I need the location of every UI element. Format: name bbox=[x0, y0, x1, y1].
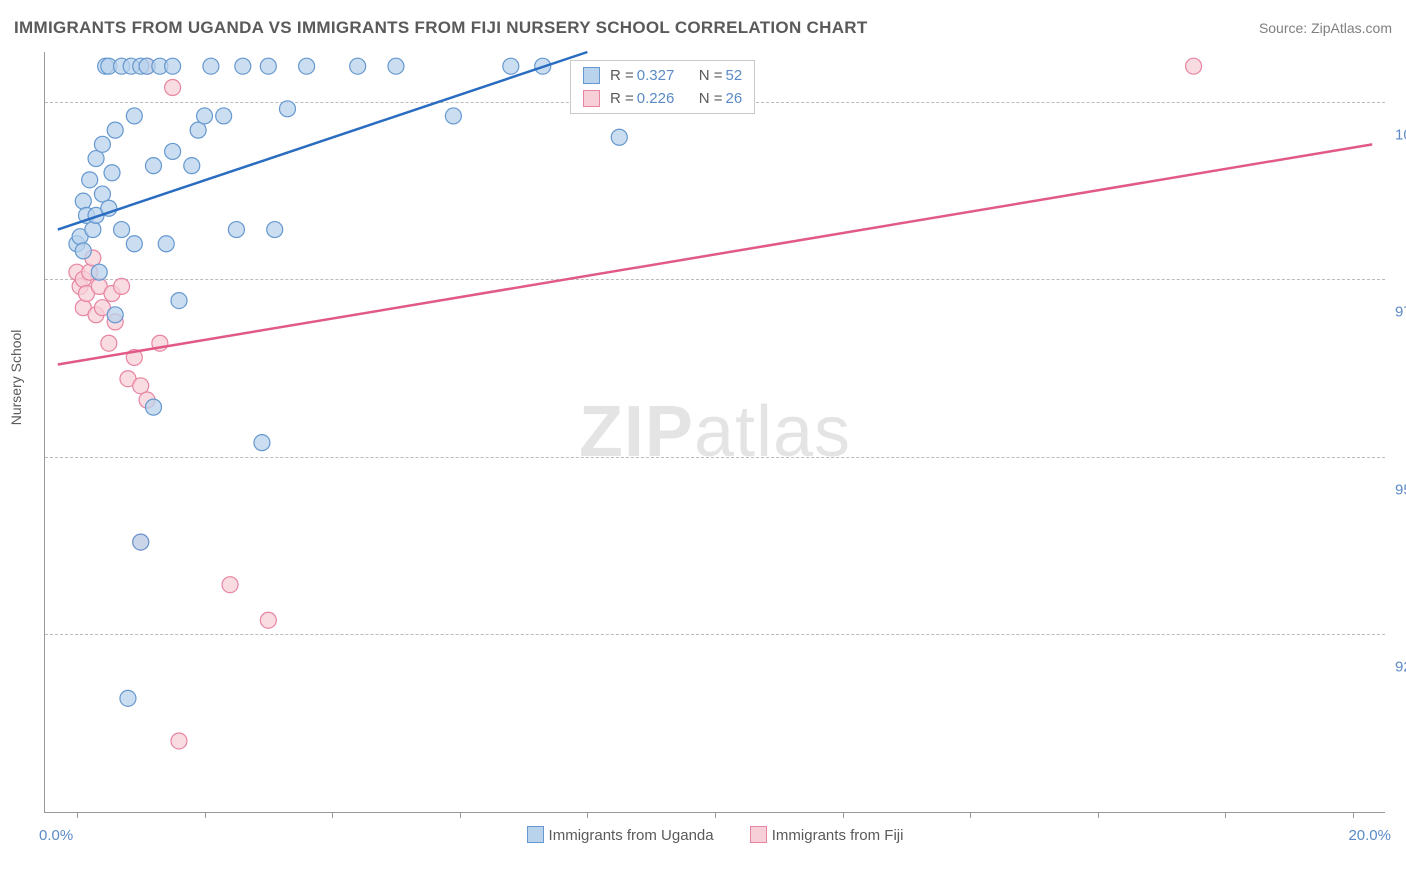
y-tick-label: 100.0% bbox=[1387, 126, 1406, 143]
chart-title: IMMIGRANTS FROM UGANDA VS IMMIGRANTS FRO… bbox=[14, 18, 868, 38]
stat-row-uganda: R = 0.327N = 52 bbox=[571, 64, 754, 87]
trend-line-uganda bbox=[58, 52, 588, 230]
data-point-uganda bbox=[388, 58, 404, 74]
data-point-uganda bbox=[107, 307, 123, 323]
data-point-uganda bbox=[279, 101, 295, 117]
plot-area: 100.0%97.5%95.0%92.5% ZIPatlas R = 0.327… bbox=[44, 52, 1385, 813]
data-point-uganda bbox=[184, 158, 200, 174]
data-point-uganda bbox=[75, 193, 91, 209]
data-point-uganda bbox=[85, 222, 101, 238]
y-tick-label: 97.5% bbox=[1387, 304, 1406, 321]
x-tick bbox=[1098, 812, 1099, 818]
data-point-uganda bbox=[503, 58, 519, 74]
scatter-svg bbox=[45, 52, 1385, 812]
y-tick-label: 92.5% bbox=[1387, 659, 1406, 676]
data-point-uganda bbox=[104, 165, 120, 181]
data-point-uganda bbox=[145, 158, 161, 174]
data-point-uganda bbox=[228, 222, 244, 238]
y-axis-title: Nursery School bbox=[8, 330, 24, 426]
data-point-uganda bbox=[88, 151, 104, 167]
data-point-fiji bbox=[114, 278, 130, 294]
data-point-uganda bbox=[94, 186, 110, 202]
data-point-uganda bbox=[94, 136, 110, 152]
data-point-uganda bbox=[126, 108, 142, 124]
data-point-uganda bbox=[114, 222, 130, 238]
data-point-uganda bbox=[350, 58, 366, 74]
data-point-uganda bbox=[107, 122, 123, 138]
data-point-uganda bbox=[165, 58, 181, 74]
data-point-uganda bbox=[197, 108, 213, 124]
data-point-uganda bbox=[235, 58, 251, 74]
correlation-legend: R = 0.327N = 52R = 0.226N = 26 bbox=[570, 60, 755, 114]
data-point-uganda bbox=[445, 108, 461, 124]
data-point-fiji bbox=[222, 577, 238, 593]
legend-item-uganda: Immigrants from Uganda bbox=[527, 827, 718, 844]
bottom-legend: Immigrants from Uganda Immigrants from F… bbox=[45, 826, 1385, 844]
trend-line-fiji bbox=[58, 144, 1372, 364]
data-point-fiji bbox=[101, 335, 117, 351]
data-point-uganda bbox=[611, 129, 627, 145]
legend-swatch-fiji bbox=[750, 826, 767, 843]
data-point-uganda bbox=[254, 435, 270, 451]
data-point-uganda bbox=[190, 122, 206, 138]
stat-swatch bbox=[583, 90, 600, 107]
data-point-uganda bbox=[120, 690, 136, 706]
stat-swatch bbox=[583, 67, 600, 84]
data-point-fiji bbox=[1186, 58, 1202, 74]
data-point-uganda bbox=[82, 172, 98, 188]
y-tick-label: 95.0% bbox=[1387, 481, 1406, 498]
data-point-uganda bbox=[145, 399, 161, 415]
data-point-uganda bbox=[216, 108, 232, 124]
data-point-fiji bbox=[260, 612, 276, 628]
data-point-uganda bbox=[299, 58, 315, 74]
data-point-uganda bbox=[165, 143, 181, 159]
x-tick bbox=[715, 812, 716, 818]
x-tick bbox=[843, 812, 844, 818]
x-tick bbox=[970, 812, 971, 818]
legend-item-fiji: Immigrants from Fiji bbox=[750, 827, 904, 844]
data-point-uganda bbox=[126, 236, 142, 252]
data-point-uganda bbox=[203, 58, 219, 74]
data-point-fiji bbox=[165, 80, 181, 96]
data-point-uganda bbox=[158, 236, 174, 252]
x-tick bbox=[1353, 812, 1354, 818]
stat-row-fiji: R = 0.226N = 26 bbox=[571, 87, 754, 110]
x-tick bbox=[332, 812, 333, 818]
data-point-uganda bbox=[133, 534, 149, 550]
data-point-uganda bbox=[91, 264, 107, 280]
x-tick bbox=[587, 812, 588, 818]
x-tick bbox=[205, 812, 206, 818]
data-point-uganda bbox=[75, 243, 91, 259]
x-tick bbox=[1225, 812, 1226, 818]
x-tick bbox=[460, 812, 461, 818]
data-point-uganda bbox=[171, 293, 187, 309]
legend-swatch-uganda bbox=[527, 826, 544, 843]
data-point-uganda bbox=[260, 58, 276, 74]
source-label: Source: ZipAtlas.com bbox=[1259, 20, 1392, 36]
x-tick bbox=[77, 812, 78, 818]
data-point-fiji bbox=[171, 733, 187, 749]
data-point-fiji bbox=[133, 378, 149, 394]
data-point-uganda bbox=[267, 222, 283, 238]
